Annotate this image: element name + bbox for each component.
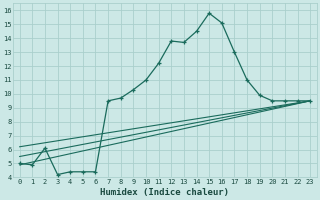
X-axis label: Humidex (Indice chaleur): Humidex (Indice chaleur): [100, 188, 229, 197]
